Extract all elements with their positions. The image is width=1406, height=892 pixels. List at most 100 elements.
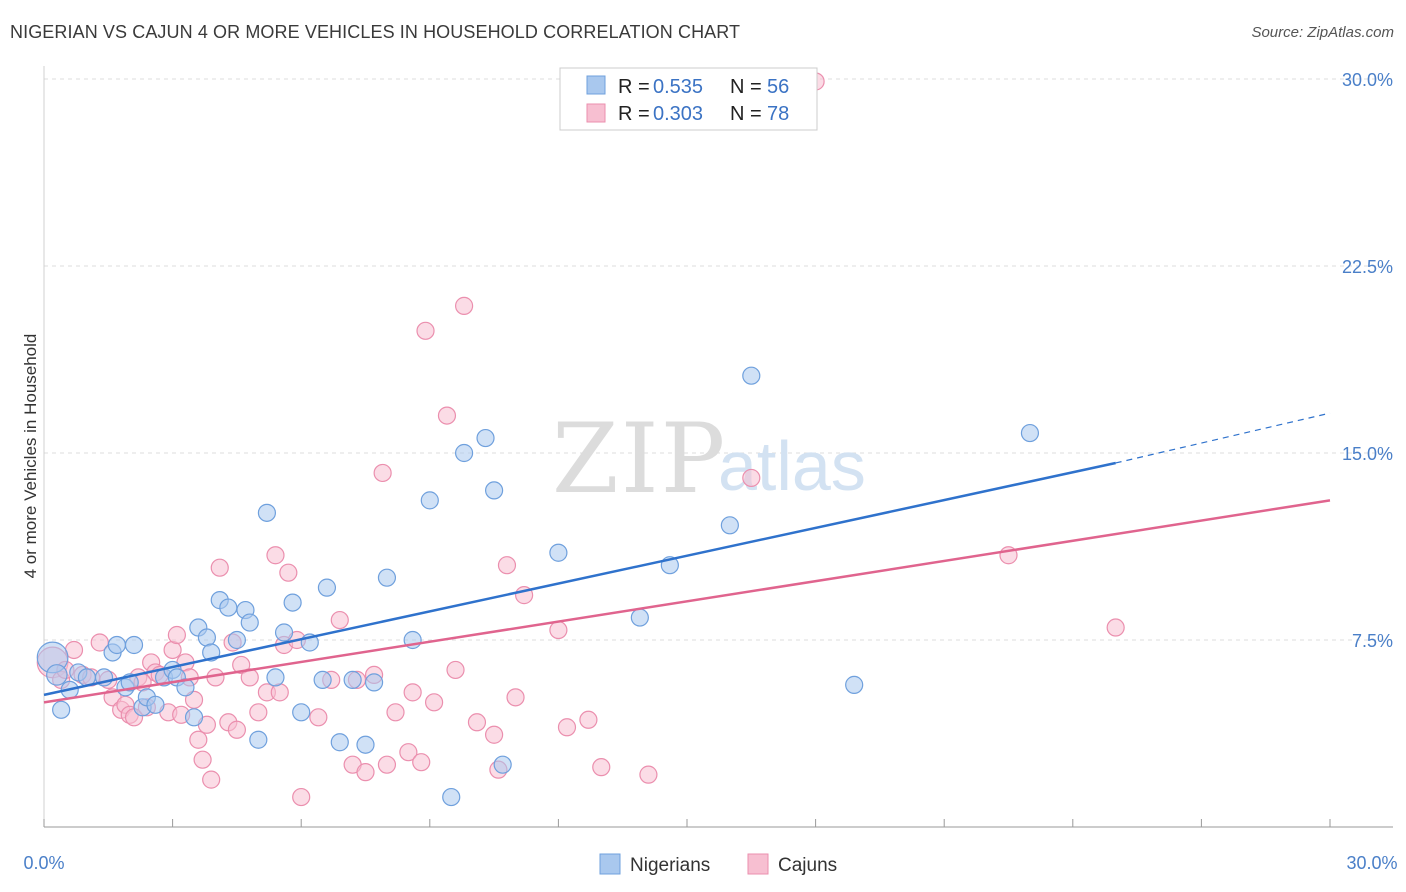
cajun-point — [549, 620, 568, 640]
gridlines — [44, 78, 1393, 641]
cajun-point — [249, 703, 268, 722]
legend-n-label-cajuns: N = — [730, 103, 762, 125]
cajun-point — [403, 683, 422, 702]
cajun-point — [373, 463, 392, 483]
cajun-point — [232, 655, 251, 675]
cajun-point — [386, 703, 405, 722]
watermark-atlas: atlas — [718, 427, 866, 505]
nigerian-point — [266, 668, 285, 687]
nigerian-point — [197, 628, 216, 647]
cajun-point — [193, 750, 212, 769]
cajun-point — [485, 725, 504, 744]
cajun-point — [592, 758, 611, 777]
cajun-point — [497, 556, 517, 575]
y-tick-label: 7.5% — [1352, 631, 1393, 651]
cajun-point — [557, 718, 577, 737]
cajun-point — [202, 770, 221, 789]
cajun-point — [270, 683, 289, 702]
legend-r-value-nigerians: 0.535 — [653, 76, 703, 98]
nigerian-point — [549, 543, 568, 562]
cajun-point — [416, 321, 435, 340]
nigerian-point — [292, 703, 311, 722]
nigerian-point — [107, 635, 126, 655]
nigerian-point — [377, 568, 397, 587]
bottom-legend-label-nigerians: Nigerians — [630, 855, 710, 876]
nigerian-point — [124, 635, 144, 655]
x-tick-label-max: 30.0% — [1346, 853, 1397, 873]
cajun-point — [292, 787, 311, 807]
nigerian-point — [442, 787, 461, 807]
cajun-point — [266, 546, 285, 565]
cajun-point — [437, 406, 457, 425]
legend-swatch-cajuns — [586, 103, 606, 123]
cajun-point — [210, 558, 229, 577]
watermark-zip: ZIP — [552, 403, 727, 515]
cajun-point — [1106, 618, 1125, 637]
y-tick-label: 30.0% — [1342, 70, 1393, 90]
cajun-point — [412, 753, 431, 772]
cajun-point — [742, 468, 761, 488]
nigerian-point — [317, 578, 337, 597]
bottom-legend-swatch-nigerians — [599, 853, 621, 875]
y-tick-labels: 7.5% 15.0% 22.5% 30.0% — [1342, 70, 1393, 651]
nigerian-point — [249, 730, 268, 749]
legend-r-label-nigerians: R = — [618, 76, 650, 98]
cajuns-trend-line — [43, 499, 1331, 704]
nigerian-point — [485, 481, 504, 500]
bottom-legend-label-cajuns: Cajuns — [778, 855, 837, 876]
x-tick-labels: 0.0% 30.0% — [23, 853, 1397, 873]
y-axis-title: 4 or more Vehicles in Household — [21, 334, 40, 579]
nigerian-point — [454, 443, 474, 463]
cajun-point — [167, 625, 186, 645]
cajun-point — [506, 688, 525, 707]
cajun-point — [446, 660, 465, 680]
legend-r-value-cajuns: 0.303 — [653, 103, 703, 125]
cajun-point — [467, 713, 487, 732]
cajun-point — [639, 765, 658, 784]
cajun-point — [399, 743, 418, 762]
legend-swatch-nigerians — [586, 75, 606, 95]
data-points — [36, 72, 1125, 807]
nigerian-point — [343, 670, 362, 689]
cajun-point — [309, 708, 328, 727]
nigerian-point — [227, 630, 246, 650]
cajun-point — [454, 296, 474, 315]
cajun-point — [279, 563, 298, 582]
cajun-point — [424, 693, 444, 712]
nigerian-point — [356, 735, 375, 754]
nigerian-point — [845, 675, 864, 694]
nigerian-point — [364, 673, 384, 692]
nigerian-point — [283, 593, 302, 612]
chart-title: NIGERIAN VS CAJUN 4 OR MORE VEHICLES IN … — [10, 22, 741, 42]
legend-n-value-nigerians: 56 — [767, 76, 789, 98]
source-label: Source: ZipAtlas.com — [1251, 24, 1394, 41]
nigerian-point — [493, 755, 512, 774]
nigerian-point — [52, 700, 71, 719]
legend-n-value-cajuns: 78 — [767, 103, 789, 125]
nigerian-point — [420, 491, 439, 510]
y-tick-label: 15.0% — [1342, 444, 1393, 464]
nigerian-point — [330, 733, 349, 752]
y-tick-label: 22.5% — [1342, 257, 1393, 277]
nigerian-point — [630, 608, 649, 627]
nigerians-trend-extension — [1115, 412, 1331, 464]
nigerian-point — [274, 623, 294, 642]
legend-n-label-nigerians: N = — [730, 76, 762, 98]
cajun-point — [579, 710, 598, 729]
nigerian-point — [46, 664, 68, 686]
nigerian-point — [240, 613, 259, 632]
cajun-point — [189, 730, 208, 749]
cajun-point — [356, 763, 375, 782]
stats-legend: R = 0.535 N = 56 R = 0.303 N = 78 — [559, 67, 818, 131]
cajun-point — [227, 720, 246, 739]
nigerians-trend-line — [43, 461, 1116, 697]
series-legend: Nigerians Cajuns — [599, 853, 837, 876]
legend-r-label-cajuns: R = — [618, 103, 650, 125]
cajun-point — [330, 610, 349, 630]
nigerian-point — [219, 598, 238, 617]
nigerian-point — [146, 695, 165, 714]
nigerian-point — [742, 366, 761, 385]
nigerian-point — [184, 708, 204, 727]
watermark: ZIP atlas — [552, 403, 866, 515]
